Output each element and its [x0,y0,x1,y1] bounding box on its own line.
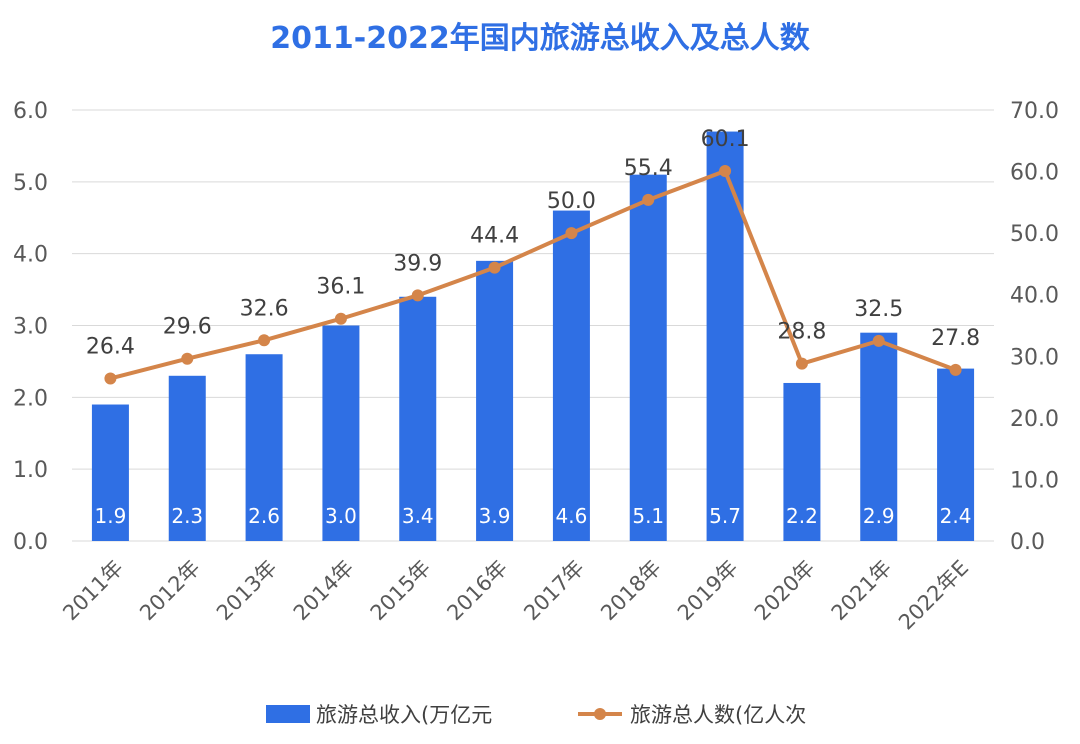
line-value-label: 29.6 [163,315,212,340]
left-tick-label: 2.0 [13,386,48,411]
line-point [872,334,885,347]
category-label: 2017年 [519,556,589,626]
category-axis: 2011年 2012年 2013年 2014年 2015年 2016年 2017年 2018年… [58,556,973,635]
category-label: 2013年 [212,556,282,626]
bar-labels: 1.9 2.3 2.6 3.0 3.4 3.9 4.6 5.1 5.7 2.2 2.9 2.4 [95,504,972,528]
bar [476,260,514,541]
left-tick-label: 0.0 [13,530,48,555]
bar [706,131,744,542]
line-value-label: 36.1 [316,275,365,300]
left-tick-label: 5.0 [13,171,48,196]
line-point [104,372,117,385]
bar-value-label: 2.4 [940,504,972,528]
bar-series [91,131,975,542]
line-value-label: 55.4 [624,156,673,181]
line-value-label: 32.5 [854,297,903,322]
legend: 旅游总收入(万亿元 旅游总人数(亿人次 [266,703,806,727]
bar-value-label: 1.9 [95,504,127,528]
bar-value-label: 3.4 [402,504,434,528]
category-label: 2012年 [135,556,205,626]
category-label: 2021年 [827,556,897,626]
bar-value-label: 3.0 [325,504,357,528]
bar [937,368,975,541]
right-tick-label: 30.0 [1010,345,1059,370]
bar [860,332,898,541]
right-tick-label: 60.0 [1010,161,1059,186]
chart-title: 2011-2022年国内旅游总收入及总人数 [270,21,810,56]
category-label: 2016年 [443,556,513,626]
line-point [258,334,271,347]
line-point [181,352,194,365]
gridlines [72,109,994,542]
bar-value-label: 4.6 [556,504,588,528]
line-value-label: 26.4 [86,334,135,359]
category-label: 2019年 [673,556,743,626]
line-value-label: 27.8 [931,326,980,351]
bar-value-label: 2.2 [786,504,818,528]
left-tick-label: 1.0 [13,458,48,483]
right-tick-label: 40.0 [1010,284,1059,309]
line-point [488,261,501,274]
bar-value-label: 5.7 [709,504,741,528]
left-axis: 0.0 1.0 2.0 3.0 4.0 5.0 6.0 [13,99,48,555]
bar [245,354,283,541]
category-label: 2018年 [596,556,666,626]
bar [399,296,437,541]
line-value-label: 28.8 [777,320,826,345]
bar [783,382,821,541]
legend-bar-label: 旅游总收入(万亿元 [316,703,492,727]
line-point [949,363,962,376]
line-point [719,164,732,177]
right-tick-label: 10.0 [1010,468,1059,493]
right-tick-label: 50.0 [1010,222,1059,247]
category-label: 2015年 [366,556,436,626]
line-point [411,289,424,302]
bar-value-label: 2.3 [171,504,203,528]
right-tick-label: 0.0 [1010,530,1045,555]
line-point [795,357,808,370]
line-point [334,312,347,325]
legend-line-marker [594,708,606,720]
bar-value-label: 3.9 [479,504,511,528]
right-axis: 0.0 10.0 20.0 30.0 40.0 50.0 60.0 70.0 [1010,99,1059,555]
legend-line-label: 旅游总人数(亿人次 [630,703,806,727]
line-value-label: 44.4 [470,224,519,249]
line-point [565,227,578,240]
line-value-label: 60.1 [701,127,750,152]
category-label: 2022年E [894,556,973,635]
line-value-label: 39.9 [393,251,442,276]
left-tick-label: 4.0 [13,243,48,268]
line-series [104,164,962,385]
bar [168,375,206,541]
category-label: 2011年 [58,556,128,626]
right-tick-label: 70.0 [1010,99,1059,124]
line-value-label: 50.0 [547,189,596,214]
category-label: 2020年 [750,556,820,626]
category-label: 2014年 [289,556,359,626]
bar-value-label: 2.6 [248,504,280,528]
left-tick-label: 3.0 [13,315,48,340]
legend-bar-swatch [266,705,310,723]
line-labels: 26.4 29.6 32.6 36.1 39.9 44.4 50.0 55.4 60.1 28.8… [86,127,980,359]
line-value-label: 32.6 [240,296,289,321]
bar [552,210,590,542]
bar [91,404,129,541]
bar [629,174,667,541]
line-point [642,193,655,206]
right-tick-label: 20.0 [1010,407,1059,432]
bar [322,325,360,541]
bar-value-label: 5.1 [632,504,664,528]
left-tick-label: 6.0 [13,99,48,124]
line-path [109,168,957,381]
bar-value-label: 2.9 [863,504,895,528]
